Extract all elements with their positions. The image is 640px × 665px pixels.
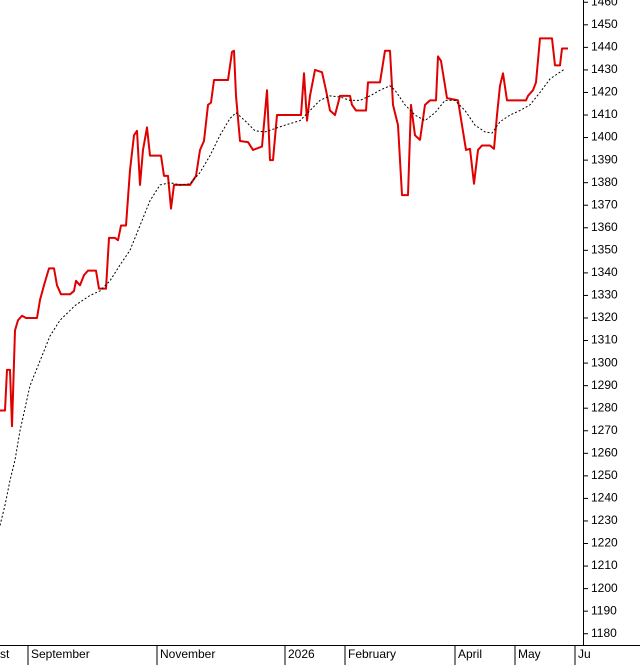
y-tick-label: 1250 xyxy=(591,468,618,482)
x-tick-label: May xyxy=(518,647,541,661)
y-tick-label: 1400 xyxy=(591,130,618,144)
y-tick-label: 1190 xyxy=(591,603,617,617)
y-tick-label: 1430 xyxy=(591,62,618,76)
y-tick-label: 1280 xyxy=(591,400,618,414)
y-tick-label: 1370 xyxy=(591,197,618,211)
y-tick-label: 1240 xyxy=(591,491,618,505)
y-tick-label: 1260 xyxy=(591,445,618,459)
y-tick-label: 1390 xyxy=(591,152,618,166)
y-tick-label: 1270 xyxy=(591,423,618,437)
y-tick-label: 1210 xyxy=(591,558,618,572)
y-tick-label: 1440 xyxy=(591,40,618,54)
y-tick-label: 1350 xyxy=(591,243,618,257)
x-tick-label: November xyxy=(160,647,215,661)
x-tick-label: February xyxy=(348,647,396,661)
series-line xyxy=(0,37,568,428)
x-tick-label: April xyxy=(458,647,482,661)
x-tick-label: Ju xyxy=(578,647,591,661)
x-tick-label: 2026 xyxy=(288,647,315,661)
y-tick-label: 1450 xyxy=(591,17,618,31)
y-tick-label: 1410 xyxy=(591,107,618,121)
x-tick-label: September xyxy=(31,647,90,661)
y-tick-label: 1200 xyxy=(591,581,618,595)
x-tick-label: st xyxy=(0,647,10,661)
y-tick-label: 1220 xyxy=(591,536,618,550)
y-tick-label: 1330 xyxy=(591,288,618,302)
series-line xyxy=(0,68,566,526)
y-tick-label: 1340 xyxy=(591,265,618,279)
y-tick-label: 1230 xyxy=(591,513,618,527)
y-tick-label: 1460 xyxy=(591,0,618,8)
y-tick-label: 1320 xyxy=(591,310,618,324)
y-tick-label: 1180 xyxy=(591,626,617,640)
y-tick-label: 1420 xyxy=(591,85,618,99)
y-tick-label: 1290 xyxy=(591,378,618,392)
y-tick-label: 1300 xyxy=(591,355,618,369)
y-tick-label: 1310 xyxy=(591,333,618,347)
y-tick-label: 1380 xyxy=(591,175,618,189)
y-tick-label: 1360 xyxy=(591,220,618,234)
